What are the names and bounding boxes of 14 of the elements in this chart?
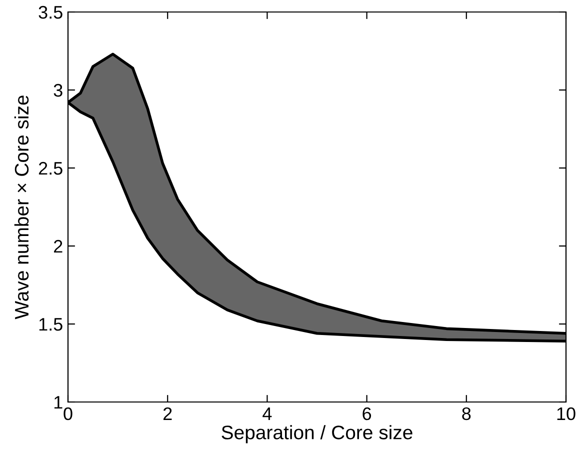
x-axis-title: Separation / Core size: [222, 425, 412, 444]
x-tick-label: 0: [64, 407, 72, 420]
y-tick-label: 3.5: [38, 6, 62, 19]
y-tick-label: 1: [54, 396, 62, 409]
x-tick-label: 8: [462, 407, 471, 420]
y-tick-label: 3: [54, 84, 62, 97]
y-axis-title: Wave number × Core size: [14, 96, 29, 320]
x-tick-label: 4: [262, 408, 272, 420]
x-tick-label: 6: [362, 407, 372, 420]
y-tick-label: 2: [54, 240, 62, 253]
x-tick-label: 2: [163, 407, 172, 420]
x-tick-label: 10: [557, 407, 576, 420]
y-tick-label: 2.5: [38, 162, 62, 175]
y-tick-label: 1.5: [39, 318, 62, 331]
